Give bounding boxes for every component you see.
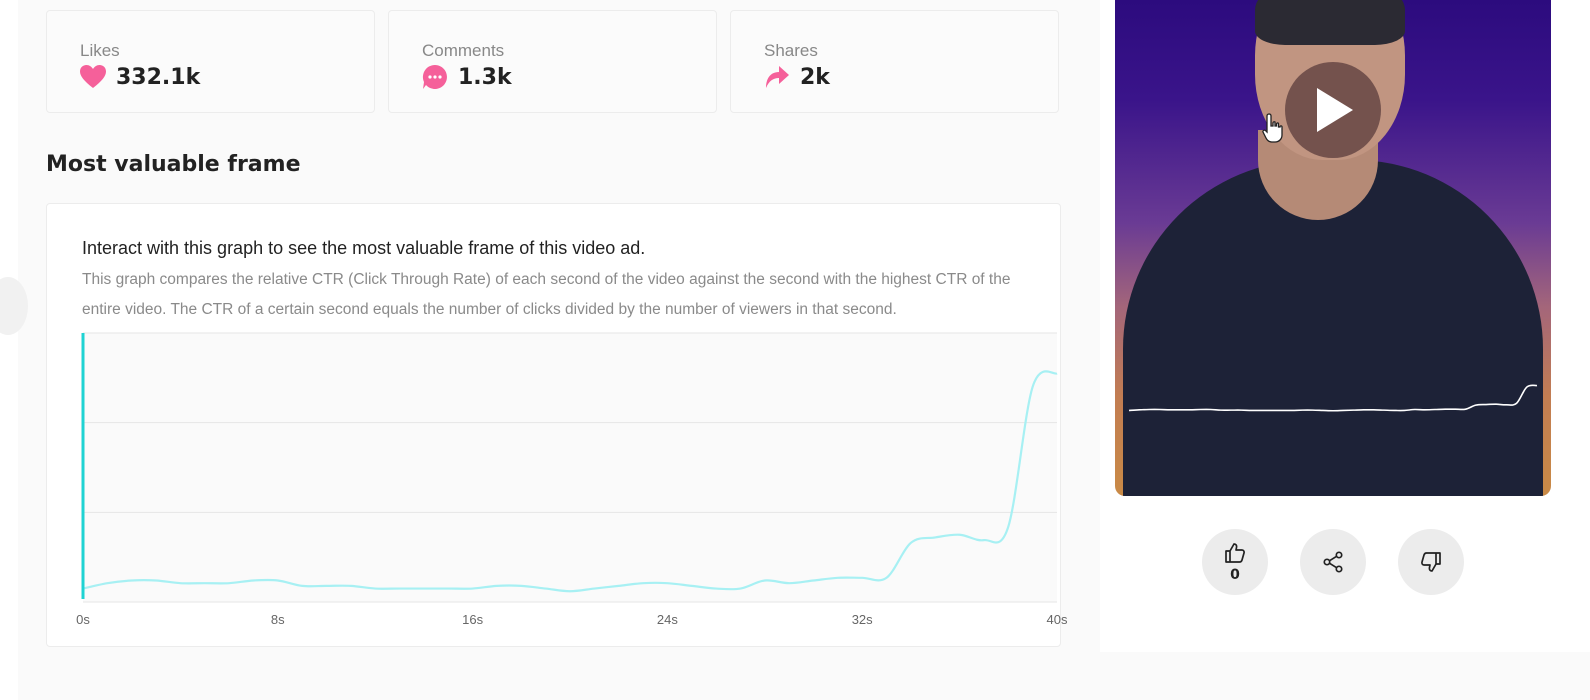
x-tick-label: 32s <box>852 612 873 627</box>
shares-card: Shares 2k <box>730 10 1059 113</box>
comments-value: 1.3k <box>458 64 512 90</box>
hand-cursor-icon <box>1262 113 1283 143</box>
video-frame-hair <box>1255 0 1405 45</box>
graph-heading: Interact with this graph to see the most… <box>82 238 646 258</box>
like-button[interactable]: 0 <box>1202 529 1268 595</box>
x-tick-label: 16s <box>462 612 483 627</box>
thumbs-down-icon <box>1421 552 1441 572</box>
chart-x-ticks: 0s 8s 16s 24s 32s 40s <box>76 612 1068 627</box>
likes-label: Likes <box>80 41 120 60</box>
likes-card: Likes 332.1k <box>46 10 375 113</box>
video-player[interactable] <box>1115 0 1551 496</box>
shares-value: 2k <box>800 64 830 90</box>
play-icon <box>1317 88 1353 132</box>
video-ctr-line <box>1128 384 1538 412</box>
comments-label: Comments <box>422 41 505 60</box>
x-tick-label: 0s <box>76 612 90 627</box>
play-button[interactable] <box>1285 62 1381 158</box>
heart-icon <box>80 64 106 90</box>
chart-grid <box>83 332 1057 603</box>
bottom-card <box>18 652 1590 700</box>
comment-icon <box>422 64 448 90</box>
x-tick-label: 24s <box>657 612 678 627</box>
share-icon <box>1323 551 1343 573</box>
x-tick-label: 40s <box>1047 612 1068 627</box>
graph-description: This graph compares the relative CTR (Cl… <box>82 271 1011 318</box>
thumbs-up-icon <box>1225 543 1245 563</box>
x-tick-label: 8s <box>271 612 285 627</box>
chart-plot-area <box>83 333 1057 602</box>
dislike-button[interactable] <box>1398 529 1464 595</box>
section-title: Most valuable frame <box>46 152 301 177</box>
ctr-chart[interactable]: 0s 8s 16s 24s 32s 40s <box>0 0 1100 640</box>
ctr-series-line <box>82 370 1058 593</box>
share-button[interactable] <box>1300 529 1366 595</box>
shares-label: Shares <box>764 41 818 60</box>
likes-value: 332.1k <box>116 64 201 90</box>
share-arrow-icon <box>764 64 790 90</box>
like-count: 0 <box>1230 567 1240 583</box>
video-ctr-overlay-line <box>1128 384 1538 412</box>
chart-line-layer <box>81 333 1058 599</box>
comments-card: Comments 1.3k <box>388 10 717 113</box>
